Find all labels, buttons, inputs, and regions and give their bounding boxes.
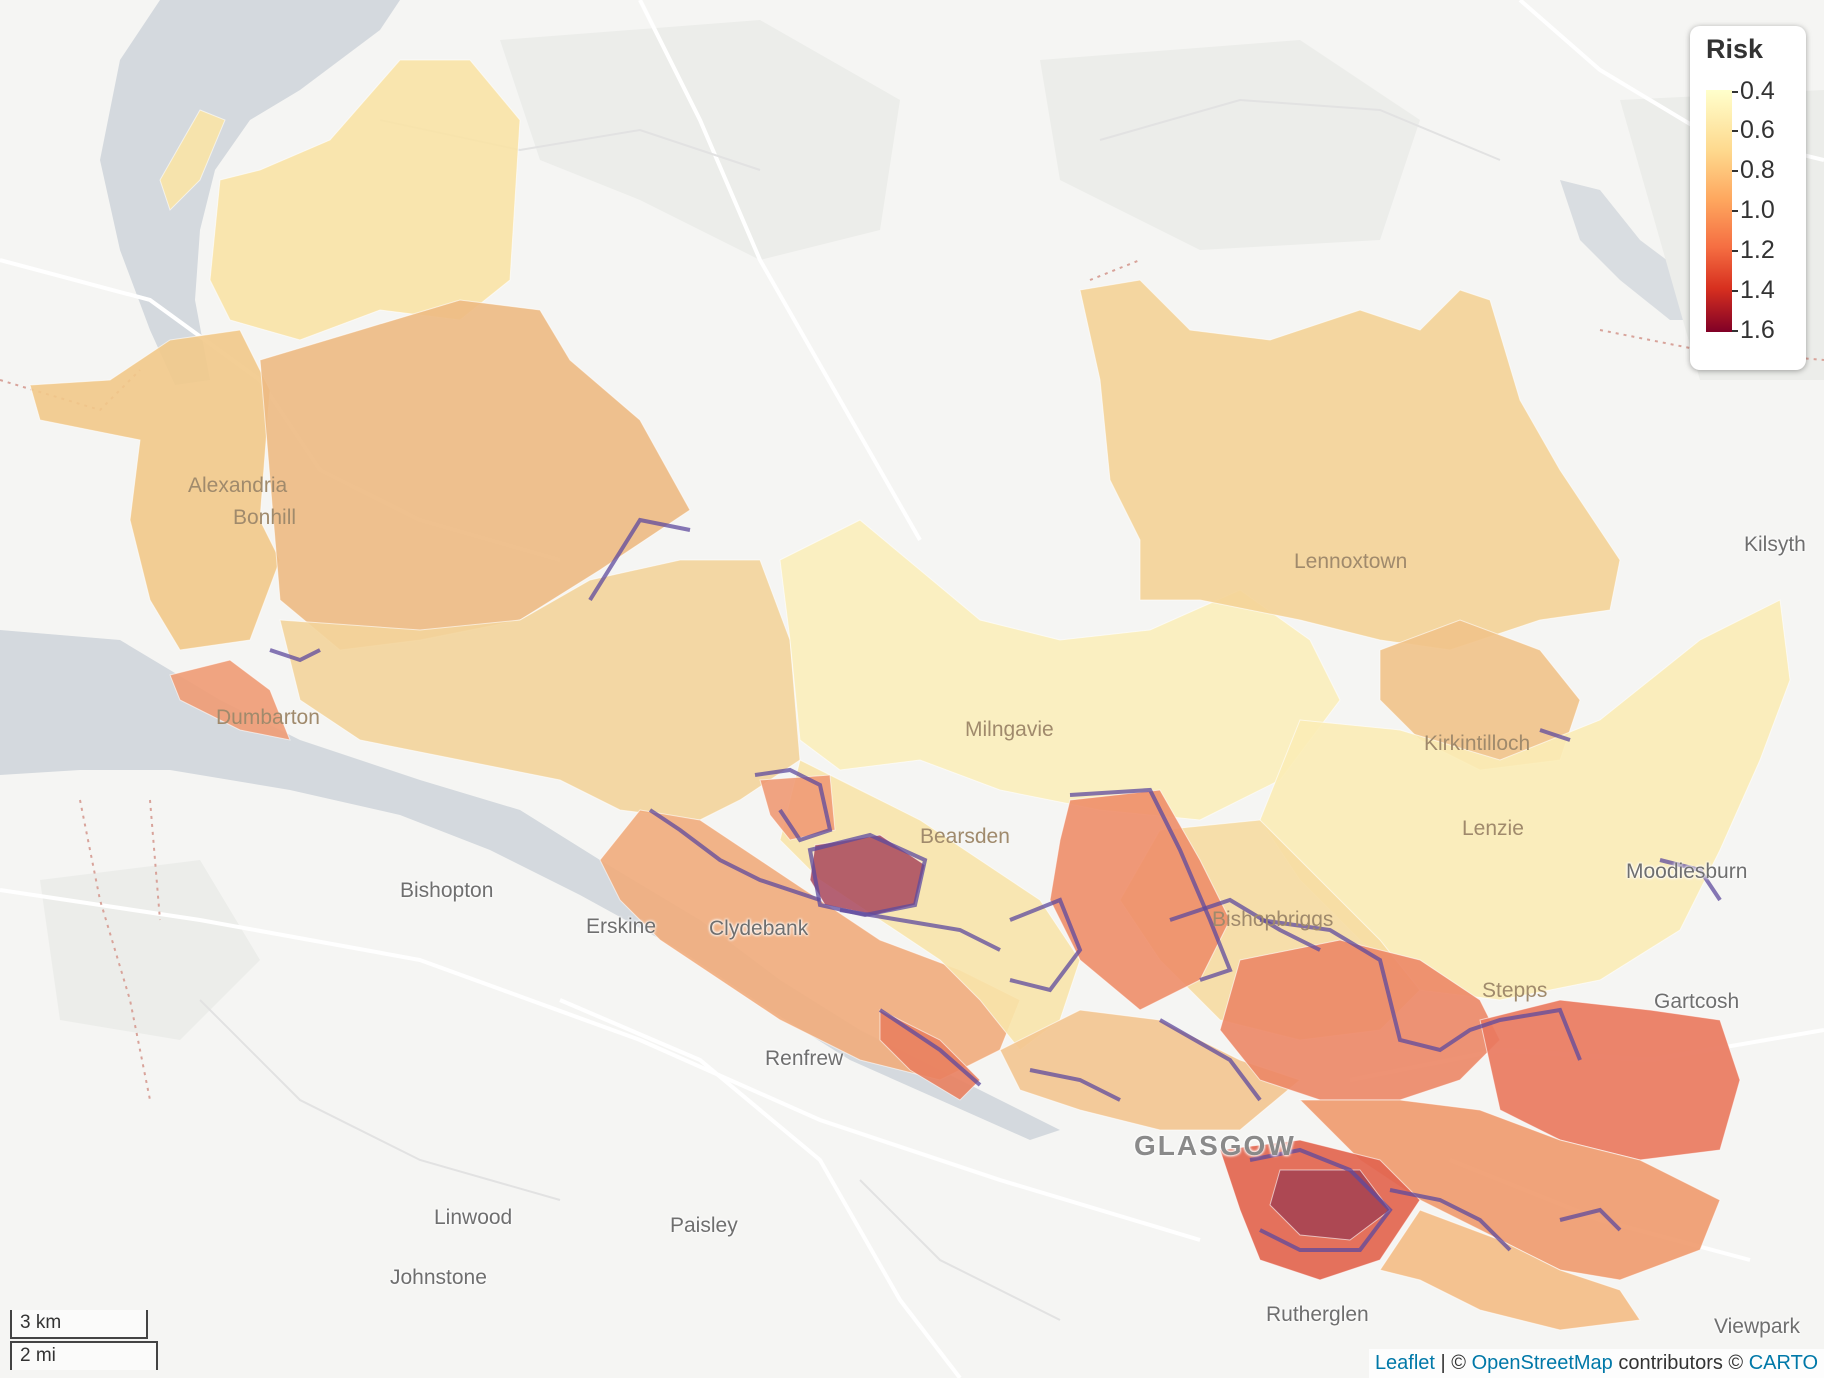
place-label: Moodiesburn (1626, 860, 1748, 883)
place-label: Stepps (1482, 979, 1548, 1002)
legend-color-ramp (1706, 90, 1732, 332)
place-label: Paisley (670, 1214, 738, 1237)
place-label: Bearsden (920, 825, 1010, 848)
osm-link[interactable]: OpenStreetMap (1471, 1352, 1613, 1374)
legend-tick (1732, 170, 1738, 172)
leaflet-link[interactable]: Leaflet (1374, 1352, 1435, 1374)
legend-label: 1.4 (1740, 276, 1775, 304)
place-label: Gartcosh (1654, 990, 1740, 1013)
legend-label: 1.0 (1740, 196, 1775, 224)
region-maryhill (1049, 789, 1231, 1011)
region-rutherglen-east (1379, 1209, 1641, 1331)
place-label: Viewpark (1714, 1315, 1800, 1338)
legend-label: 1.6 (1740, 316, 1775, 344)
legend-tick (1732, 130, 1738, 132)
place-label: Milngavie (965, 718, 1054, 741)
place-label: Dumbarton (216, 706, 320, 729)
scale-mi: 2 mi (10, 1341, 158, 1370)
region-west-end (999, 1009, 1302, 1131)
place-label: Lennoxtown (1294, 550, 1408, 573)
legend-label: 1.2 (1740, 236, 1775, 264)
place-label: Bonhill (233, 506, 297, 529)
place-label: Johnstone (390, 1266, 487, 1289)
risk-regions (29, 59, 1791, 1331)
place-label: Erskine (586, 915, 657, 938)
region-southside-core (1269, 1169, 1391, 1241)
region-lennoxtown (1079, 279, 1621, 651)
legend-tick (1732, 330, 1738, 332)
place-label: Bishopbriggs (1212, 908, 1334, 931)
risk-legend: Risk 0.4 0.6 0.8 1.0 1.2 1.4 1.6 (1690, 26, 1806, 370)
place-label: Alexandria (188, 474, 288, 497)
place-label: Bishopton (400, 879, 494, 902)
legend-title: Risk (1706, 34, 1764, 64)
region-loch-island (159, 109, 226, 211)
attribution: Leaflet | © OpenStreetMap contributors ©… (1368, 1349, 1824, 1378)
legend-label: 0.8 (1740, 156, 1775, 184)
region-springburn (1219, 939, 1501, 1101)
place-label: Rutherglen (1266, 1303, 1369, 1326)
attribution-contrib: contributors © (1612, 1352, 1749, 1374)
highlight-outlines (269, 517, 1722, 1252)
region-scotstoun (879, 1009, 981, 1101)
hills (40, 20, 1824, 1040)
legend-tick (1732, 290, 1738, 292)
place-label: Linwood (434, 1206, 513, 1229)
region-west-dunbartonshire-north (209, 59, 521, 341)
carto-link[interactable]: CARTO (1748, 1352, 1818, 1374)
place-label: Kilsyth (1744, 533, 1806, 556)
region-easterhouse (1479, 999, 1741, 1161)
legend-label: 0.6 (1740, 116, 1775, 144)
loch-east (1560, 180, 1700, 320)
place-label: Lenzie (1462, 817, 1524, 840)
legend-tick (1732, 210, 1738, 212)
loch-lomond (100, 0, 400, 385)
region-dumbarton (169, 659, 291, 741)
legend-tick (1732, 91, 1738, 93)
legend-tick (1732, 250, 1738, 252)
place-label-city: GLASGOW (1134, 1130, 1296, 1161)
scale-km: 3 km (10, 1310, 148, 1339)
place-label: Clydebank (709, 917, 809, 940)
place-label: Kirkintilloch (1424, 732, 1531, 755)
region-clydebank (599, 809, 1021, 1081)
place-label: Renfrew (765, 1047, 844, 1070)
region-alexandria (29, 329, 281, 651)
legend-label: 0.4 (1740, 77, 1775, 105)
attribution-sep: | © (1435, 1352, 1472, 1374)
